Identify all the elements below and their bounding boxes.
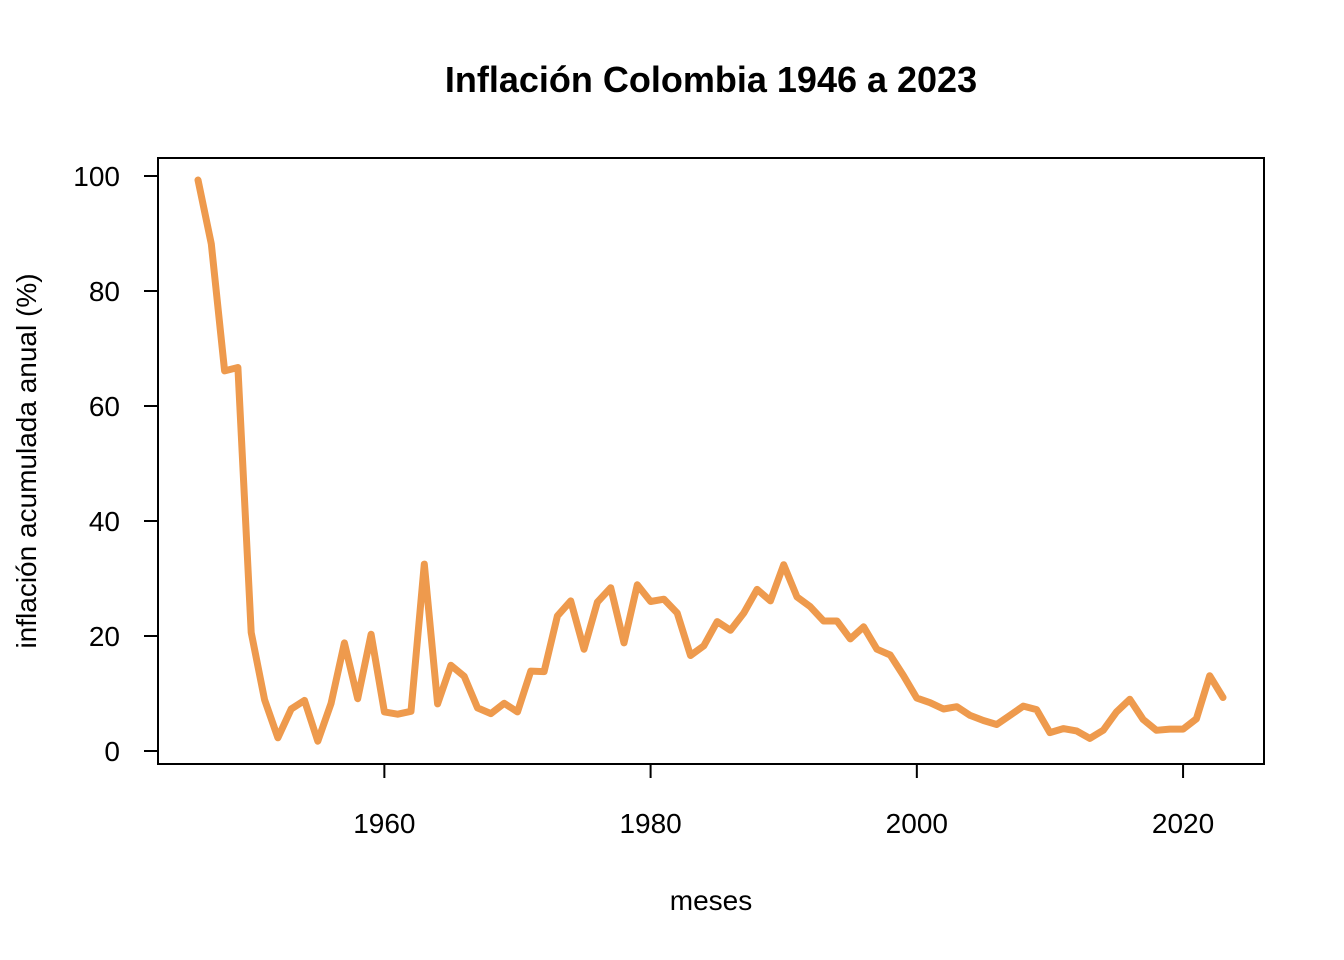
x-axis: 1960 1980 2000 2020 <box>353 763 1214 839</box>
y-tick-label: 40 <box>89 506 120 537</box>
plot-area-box <box>157 157 1265 765</box>
y-axis-label: inflación acumulada anual (%) <box>11 273 42 648</box>
x-tick-label: 1980 <box>619 808 681 839</box>
y-tick-label: 80 <box>89 276 120 307</box>
y-tick-label: 60 <box>89 391 120 422</box>
series-line <box>194 176 1227 745</box>
y-tick-label: 0 <box>104 736 120 767</box>
y-axis: 0 20 40 60 80 100 <box>73 161 159 767</box>
series-layer <box>194 176 1227 745</box>
y-tick-label: 20 <box>89 621 120 652</box>
x-tick-label: 2000 <box>886 808 948 839</box>
x-tick-label: 1960 <box>353 808 415 839</box>
chart-title: Inflación Colombia 1946 a 2023 <box>445 59 977 100</box>
y-tick-label: 100 <box>73 161 120 192</box>
x-axis-label: meses <box>670 885 752 916</box>
x-tick-label: 2020 <box>1152 808 1214 839</box>
